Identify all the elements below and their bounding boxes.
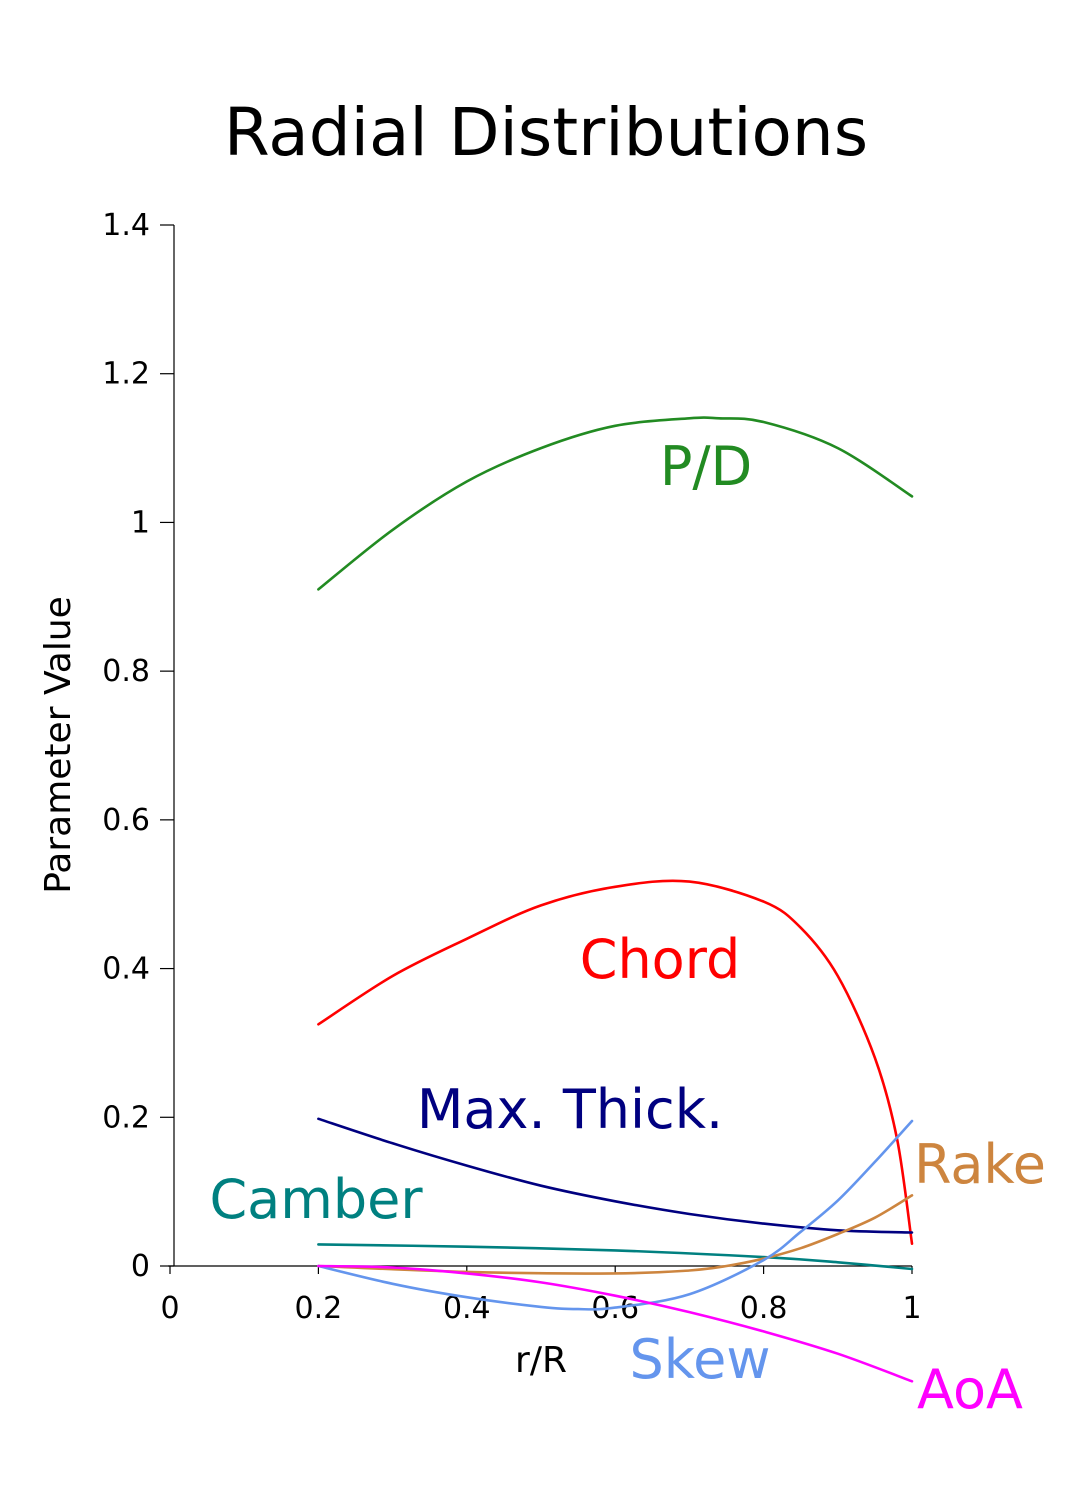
series-labels: P/D Chord Max. Thick. Camber Rake Skew AoA bbox=[209, 435, 1046, 1421]
chart-title: Radial Distributions bbox=[224, 94, 868, 171]
series-label-skew: Skew bbox=[629, 1328, 770, 1391]
series-line-aoa bbox=[317, 1264, 914, 1383]
x-tick-label: 0.8 bbox=[740, 1291, 788, 1326]
y-tick-label: 1.4 bbox=[102, 208, 150, 243]
x-axis-ticks: 0 0.2 0.4 0.6 0.8 1 bbox=[160, 1266, 922, 1326]
x-tick-label: 1 bbox=[902, 1291, 921, 1326]
y-tick-label: 1 bbox=[131, 505, 150, 540]
series-label-chord: Chord bbox=[580, 928, 741, 991]
y-tick-label: 0.4 bbox=[102, 952, 150, 987]
x-tick-label: 0.2 bbox=[295, 1291, 343, 1326]
y-tick-label: 0.6 bbox=[102, 803, 150, 838]
y-axis-label: Parameter Value bbox=[38, 596, 79, 894]
x-axis-label: r/R bbox=[515, 1340, 567, 1381]
series-label-camber: Camber bbox=[209, 1168, 423, 1231]
x-tick-label: 0 bbox=[160, 1291, 179, 1326]
series-line-skew bbox=[317, 1119, 914, 1311]
series-label-rake: Rake bbox=[914, 1133, 1046, 1196]
series-line-rake bbox=[317, 1194, 914, 1275]
y-tick-label: 0 bbox=[131, 1249, 150, 1284]
series-label-max-thick: Max. Thick. bbox=[417, 1078, 723, 1141]
series-group bbox=[317, 416, 914, 1383]
y-tick-label: 1.2 bbox=[102, 357, 150, 392]
series-line-camber bbox=[317, 1243, 914, 1271]
y-tick-label: 0.2 bbox=[102, 1100, 150, 1135]
series-label-aoa: AoA bbox=[917, 1358, 1023, 1421]
series-label-p-d: P/D bbox=[660, 435, 752, 498]
y-axis-ticks: 0 0.2 0.4 0.6 0.8 1 1.2 1.4 bbox=[102, 208, 174, 1284]
y-tick-label: 0.8 bbox=[102, 654, 150, 689]
series-line-max-thick bbox=[317, 1117, 914, 1234]
series-line-p-d bbox=[317, 416, 914, 591]
series-line-chord bbox=[317, 879, 914, 1245]
